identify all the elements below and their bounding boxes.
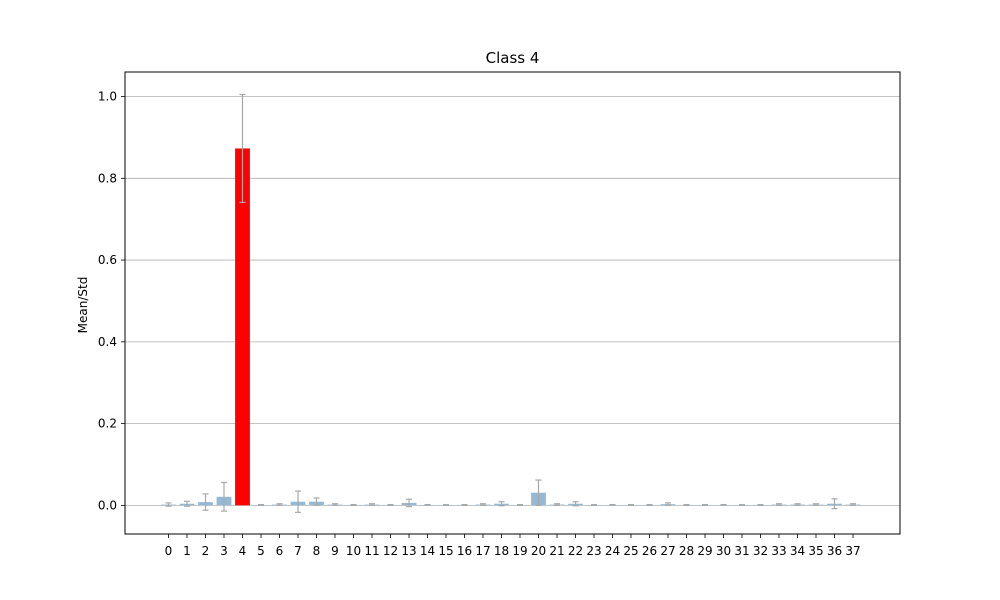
x-tick-label: 17: [475, 544, 490, 558]
x-tick-label: 27: [660, 544, 675, 558]
x-tick-label: 12: [383, 544, 398, 558]
y-tick-label: 0.4: [98, 335, 117, 349]
plot-frame: [124, 71, 901, 535]
x-tick-label: 30: [716, 544, 731, 558]
x-tick-label: 2: [202, 544, 210, 558]
x-tick-label: 28: [679, 544, 694, 558]
x-tick-label: 14: [420, 544, 435, 558]
y-tick-label: 0.2: [98, 417, 117, 431]
x-tick-label: 19: [512, 544, 527, 558]
error-bars: [165, 93, 856, 513]
bar: [235, 148, 250, 506]
x-tick-label: 8: [313, 544, 321, 558]
x-tick-label: 35: [808, 544, 823, 558]
y-tick-label: 0.8: [98, 171, 117, 185]
x-tick-label: 3: [220, 544, 228, 558]
x-tick-label: 5: [257, 544, 265, 558]
x-tick-label: 7: [294, 544, 302, 558]
x-tick-label: 29: [697, 544, 712, 558]
x-tick-label: 37: [845, 544, 860, 558]
y-tick-label: 0.6: [98, 253, 117, 267]
x-tick-label: 31: [734, 544, 749, 558]
x-tick-label: 26: [642, 544, 657, 558]
x-tick-label: 20: [531, 544, 546, 558]
y-axis-label: Mean/Std: [76, 277, 90, 334]
y-axis-ticks: 0.0 0.2 0.4 0.6 0.8 1.0: [98, 90, 125, 512]
x-tick-label: 10: [346, 544, 361, 558]
x-tick-label: 0: [165, 544, 173, 558]
y-tick-label: 0.0: [98, 498, 117, 512]
grid-lines: [125, 96, 900, 506]
x-tick-label: 15: [438, 544, 453, 558]
y-tick-label: 1.0: [98, 90, 117, 104]
x-tick-label: 32: [753, 544, 768, 558]
x-tick-label: 4: [239, 544, 247, 558]
x-tick-label: 13: [401, 544, 416, 558]
x-tick-label: 25: [623, 544, 638, 558]
x-tick-label: 24: [605, 544, 620, 558]
x-tick-label: 6: [276, 544, 284, 558]
x-tick-label: 36: [827, 544, 842, 558]
x-tick-label: 11: [364, 544, 379, 558]
x-tick-label: 1: [183, 544, 191, 558]
x-tick-label: 33: [771, 544, 786, 558]
x-tick-label: 16: [457, 544, 472, 558]
x-tick-label: 21: [549, 544, 564, 558]
x-tick-label: 18: [494, 544, 509, 558]
x-tick-label: 34: [790, 544, 805, 558]
x-tick-label: 22: [568, 544, 583, 558]
chart-title: Class 4: [486, 49, 540, 67]
x-tick-label: 9: [331, 544, 339, 558]
x-axis-ticks: 0 1 2 3 4 5 6 7 8 9 10 11 12 13 14 15 16 17 18 19 20 21 22 23 24…: [165, 534, 861, 558]
x-tick-label: 23: [586, 544, 601, 558]
